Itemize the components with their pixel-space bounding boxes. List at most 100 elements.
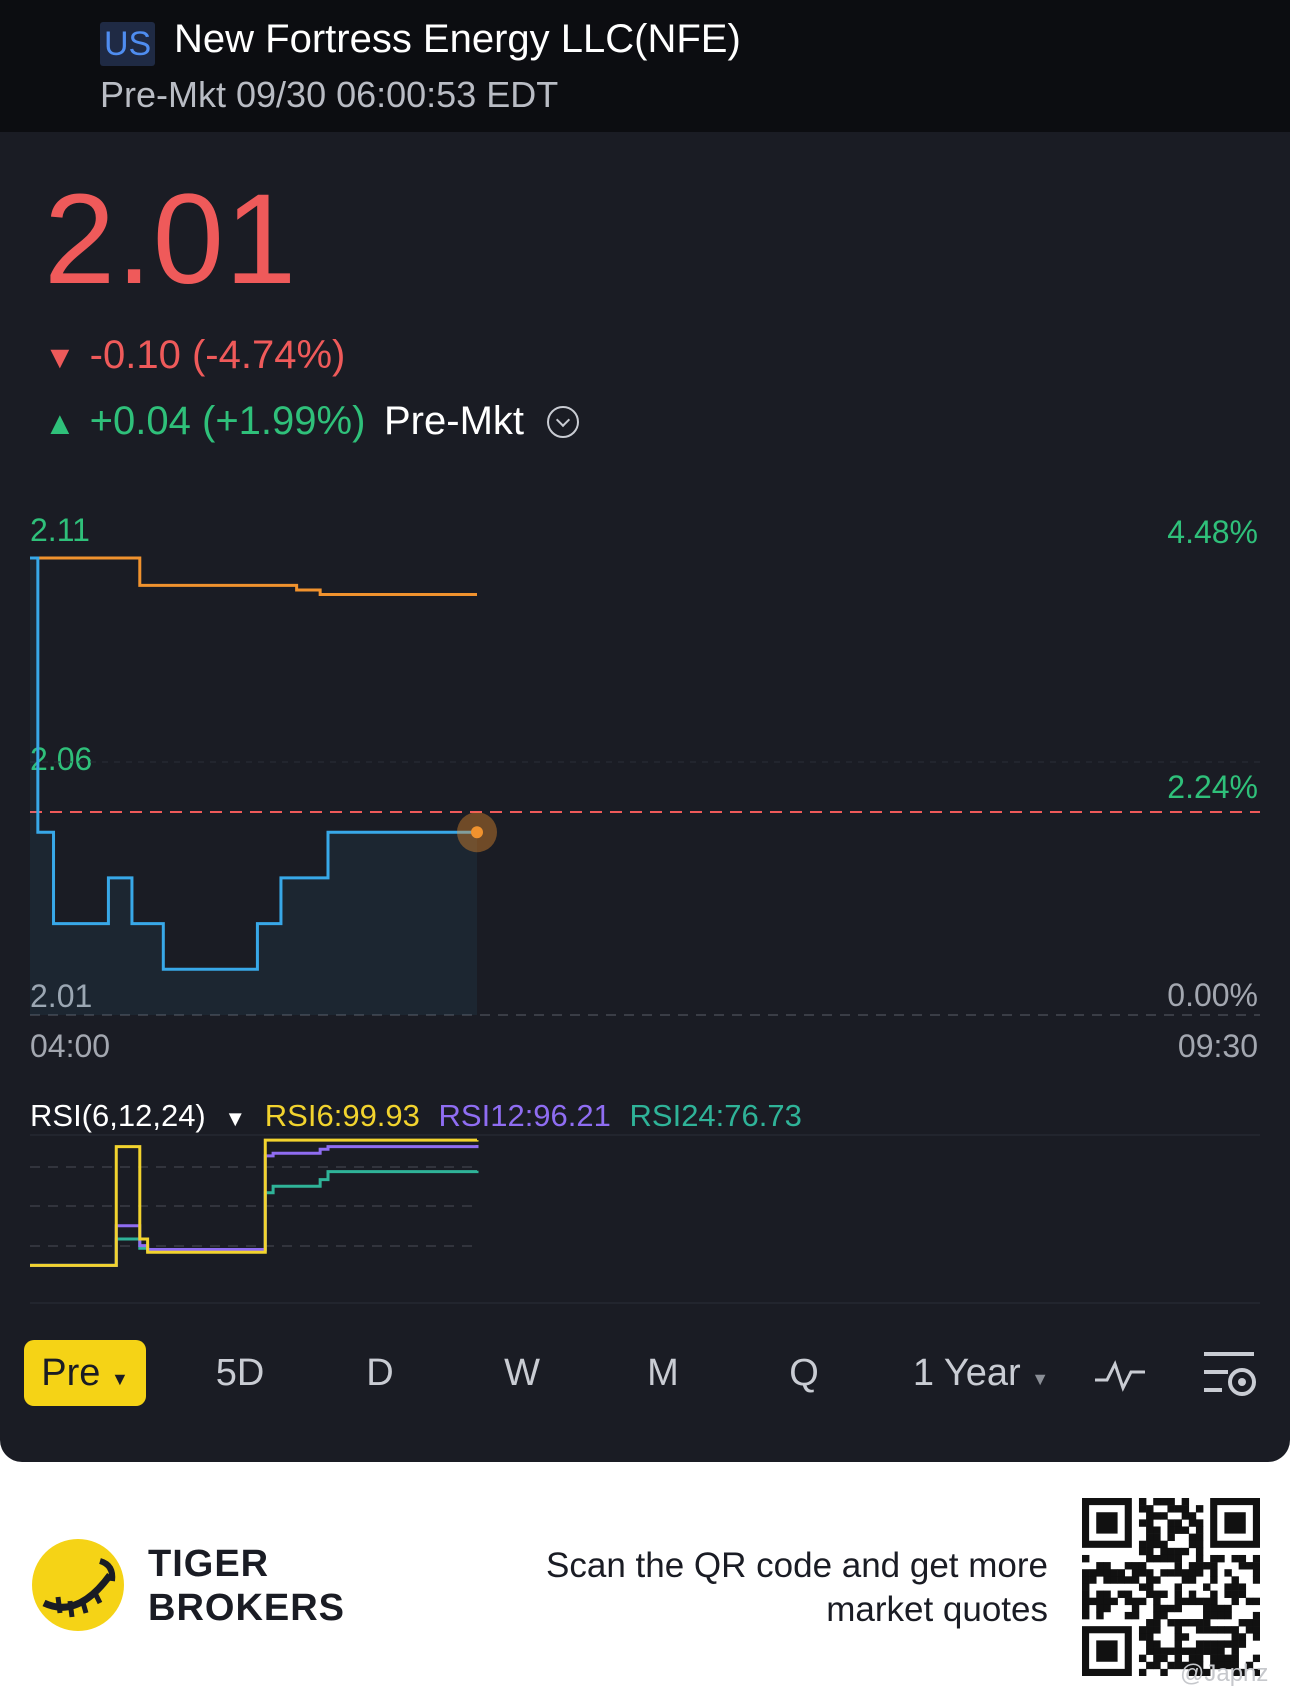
qr-module	[1160, 1590, 1168, 1598]
indicator-toggle-icon[interactable]	[1093, 1354, 1147, 1394]
watermark: @Japhz	[1180, 1660, 1269, 1687]
qr-module	[1238, 1640, 1247, 1648]
qr-module	[1188, 1569, 1197, 1577]
qr-module	[1167, 1533, 1175, 1542]
quote-card	[0, 132, 1290, 1462]
qr-module	[1174, 1547, 1182, 1556]
tab-day[interactable]: D	[366, 1352, 394, 1394]
y-axis-mid-label: 2.06	[30, 741, 93, 777]
qr-module	[1252, 1569, 1260, 1577]
qr-module	[1082, 1554, 1090, 1563]
qr-module	[1174, 1647, 1182, 1655]
pct-axis-mid-label: 2.24%	[1167, 769, 1258, 805]
qr-module	[1252, 1654, 1260, 1663]
qr-module	[1153, 1498, 1161, 1506]
qr-module	[1203, 1619, 1211, 1627]
qr-module	[1203, 1562, 1211, 1570]
qr-module	[1167, 1505, 1175, 1513]
qr-module	[1167, 1569, 1175, 1577]
period-tabs: Pre ▼ 5D D W M Q 1 Year ▼	[0, 1340, 1290, 1412]
qr-module	[1146, 1626, 1154, 1634]
qr-module	[1138, 1519, 1147, 1527]
qr-module	[1174, 1626, 1182, 1634]
tab-5d[interactable]: 5D	[215, 1352, 265, 1394]
qr-module	[1181, 1547, 1190, 1556]
qr-module	[1188, 1590, 1197, 1598]
qr-code[interactable]	[1082, 1498, 1260, 1676]
qr-module	[1195, 1562, 1204, 1570]
qr-module	[1138, 1505, 1147, 1513]
qr-module	[1089, 1569, 1097, 1577]
qr-module	[1174, 1505, 1182, 1513]
qr-module	[1174, 1519, 1182, 1527]
qr-module	[1231, 1654, 1239, 1663]
qr-module	[1160, 1604, 1168, 1613]
qr-module	[1117, 1590, 1126, 1598]
qr-module	[1174, 1526, 1182, 1534]
tab-week[interactable]: W	[504, 1352, 540, 1394]
qr-module	[1252, 1633, 1260, 1641]
qr-module	[1224, 1626, 1232, 1634]
qr-module	[1131, 1576, 1140, 1584]
qr-module	[1174, 1597, 1182, 1606]
rsi12-line	[30, 1145, 479, 1267]
qr-module	[1160, 1512, 1168, 1520]
session-time: Pre-Mkt 09/30 06:00:53 EDT	[100, 74, 559, 115]
qr-module	[1181, 1633, 1190, 1641]
qr-module	[1089, 1576, 1097, 1584]
qr-module	[1231, 1597, 1239, 1606]
qr-module	[1096, 1604, 1104, 1613]
qr-module	[1146, 1526, 1154, 1534]
tab-quarter[interactable]: Q	[789, 1352, 819, 1394]
qr-module	[1089, 1597, 1097, 1606]
tab-pre[interactable]: Pre ▼	[24, 1340, 146, 1406]
chevron-down-icon[interactable]	[547, 406, 579, 438]
caret-down-icon[interactable]: ▼	[224, 1106, 247, 1131]
qr-module	[1160, 1554, 1168, 1563]
qr-module	[1188, 1533, 1197, 1542]
qr-module	[1231, 1554, 1239, 1563]
qr-module	[1188, 1654, 1197, 1663]
qr-module	[1231, 1583, 1239, 1591]
qr-module	[1096, 1562, 1104, 1570]
qr-module	[1131, 1562, 1140, 1570]
qr-module	[1103, 1604, 1111, 1613]
qr-module	[1224, 1604, 1232, 1613]
qr-module	[1195, 1519, 1204, 1527]
rsi6-line	[30, 1138, 479, 1267]
qr-module	[1167, 1547, 1175, 1556]
qr-module	[1195, 1547, 1204, 1556]
qr-finder	[1096, 1512, 1118, 1534]
qr-module	[1124, 1590, 1133, 1598]
chart-settings-icon[interactable]	[1200, 1350, 1258, 1400]
tab-1-year[interactable]: 1 Year ▼	[912, 1352, 1050, 1394]
qr-module	[1210, 1554, 1218, 1563]
qr-module	[1167, 1619, 1175, 1627]
qr-module	[1195, 1640, 1204, 1648]
rsi-selector[interactable]: RSI(6,12,24)	[30, 1098, 206, 1133]
qr-module	[1224, 1611, 1232, 1620]
qr-module	[1138, 1547, 1147, 1556]
qr-module	[1110, 1569, 1118, 1577]
qr-module	[1238, 1583, 1247, 1591]
qr-module	[1210, 1626, 1218, 1634]
qr-module	[1174, 1661, 1182, 1670]
current-price-dot	[471, 826, 483, 839]
qr-module	[1195, 1554, 1204, 1563]
x-axis-end-label: 09:30	[1177, 1028, 1258, 1064]
qr-module	[1210, 1569, 1218, 1577]
qr-module	[1238, 1562, 1247, 1570]
company-name: New Fortress Energy LLC(NFE)	[174, 17, 741, 61]
qr-module	[1146, 1583, 1154, 1591]
qr-module	[1231, 1647, 1239, 1655]
qr-module	[1153, 1554, 1161, 1563]
qr-module	[1146, 1647, 1154, 1655]
qr-module	[1195, 1647, 1204, 1655]
qr-module	[1252, 1611, 1260, 1620]
tab-month[interactable]: M	[647, 1352, 679, 1394]
qr-module	[1153, 1576, 1161, 1584]
qr-module	[1146, 1661, 1154, 1670]
qr-module	[1138, 1633, 1147, 1641]
